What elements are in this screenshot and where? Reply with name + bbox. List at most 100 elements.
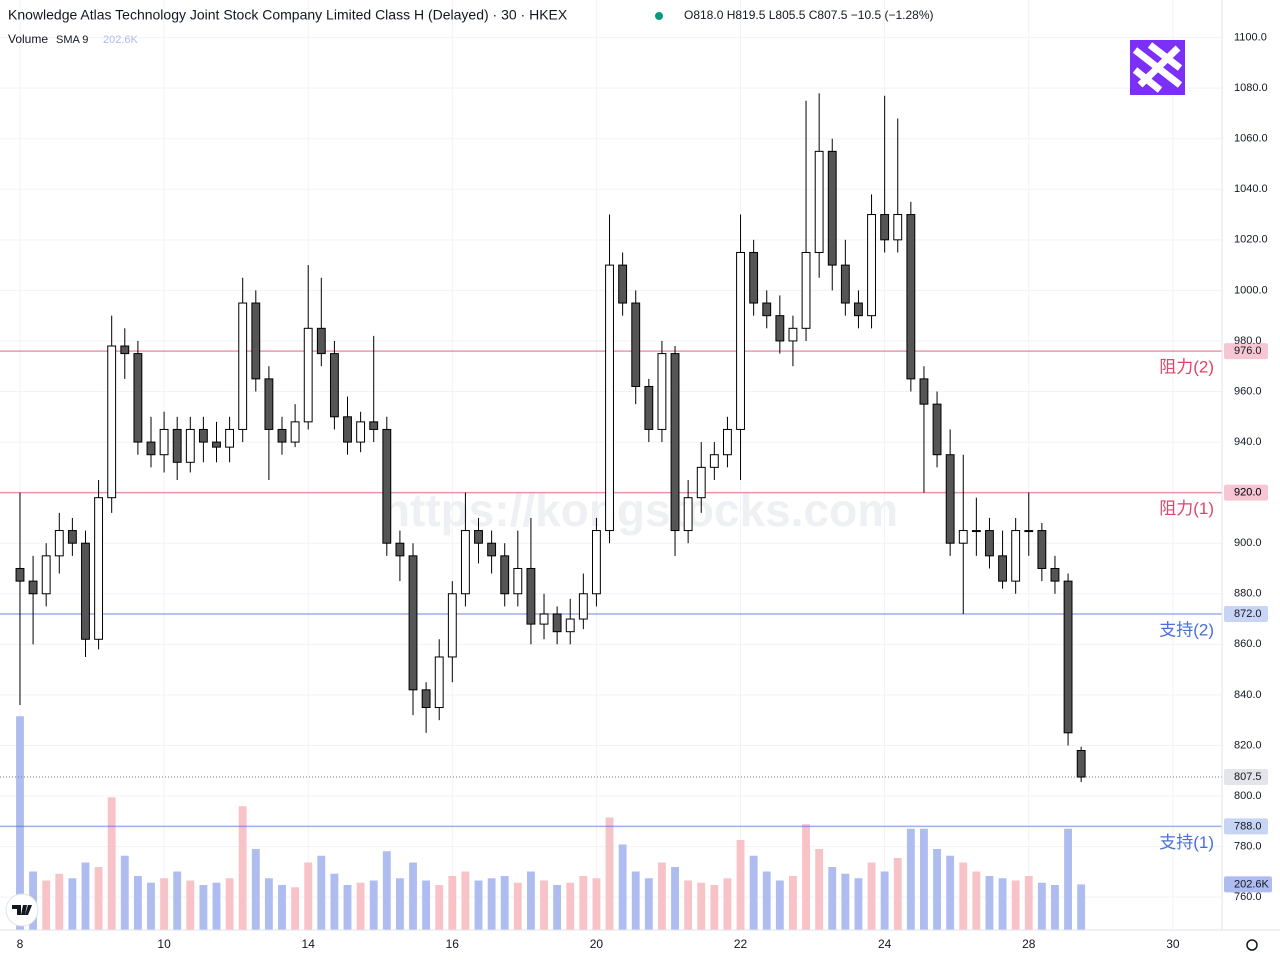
level-tag bbox=[1224, 484, 1268, 501]
volume-bar bbox=[697, 882, 706, 930]
candle-body bbox=[840, 264, 850, 304]
y-tick-label: 780.0 bbox=[1234, 840, 1262, 852]
x-tick-label: 14 bbox=[302, 937, 316, 951]
status-dot bbox=[655, 12, 663, 20]
volume-bar bbox=[212, 882, 221, 930]
tv-logo bbox=[5, 893, 39, 927]
volume-bar bbox=[1024, 876, 1033, 930]
volume-bar bbox=[618, 844, 627, 930]
y-tick-label: 800.0 bbox=[1234, 790, 1262, 802]
volume-bar bbox=[959, 862, 968, 930]
candle-body bbox=[382, 428, 392, 544]
candle-body bbox=[631, 302, 641, 387]
volume-bar bbox=[120, 855, 129, 930]
candle-body bbox=[1037, 530, 1047, 569]
volume-bar bbox=[867, 862, 876, 930]
volume-bar bbox=[893, 858, 902, 930]
x-tick-label: 10 bbox=[157, 937, 171, 951]
candle-body bbox=[762, 302, 772, 317]
y-tick-label: 860.0 bbox=[1234, 638, 1262, 650]
volume-bar bbox=[906, 828, 915, 930]
x-tick-label: 8 bbox=[17, 937, 24, 951]
volume-bar bbox=[762, 871, 771, 930]
volume-bar bbox=[920, 828, 928, 930]
candle-body bbox=[1024, 530, 1034, 533]
volume-bar bbox=[579, 876, 588, 930]
candle-body bbox=[893, 214, 903, 241]
gear[interactable] bbox=[1246, 939, 1258, 951]
candle-body bbox=[460, 530, 470, 595]
candle-body bbox=[670, 353, 680, 532]
candle-body bbox=[998, 555, 1007, 582]
candle-body bbox=[251, 302, 261, 380]
volume-bar bbox=[422, 880, 431, 930]
logo-mark bbox=[1132, 42, 1183, 93]
level-name: 阻力(1) bbox=[1159, 499, 1214, 518]
y-tick-label: 840.0 bbox=[1234, 689, 1262, 701]
x-tick-label: 28 bbox=[1022, 937, 1036, 951]
volume-bar bbox=[147, 882, 155, 930]
volume-bar bbox=[671, 867, 679, 930]
volume-bar bbox=[474, 880, 483, 930]
candle-body bbox=[81, 542, 90, 640]
volume-bar bbox=[107, 797, 116, 930]
candle-body bbox=[526, 567, 536, 625]
candle-body bbox=[120, 345, 130, 355]
legend-name: Volume bbox=[8, 32, 48, 46]
volume-bar bbox=[789, 876, 797, 930]
settings-icon[interactable] bbox=[1246, 939, 1258, 951]
y-tick-label: 940.0 bbox=[1234, 436, 1262, 448]
volume-bar bbox=[841, 873, 850, 930]
volume-bar bbox=[710, 885, 719, 930]
volume-bar bbox=[933, 849, 941, 930]
candle-body bbox=[487, 542, 497, 557]
candle-body bbox=[854, 302, 863, 317]
candle-body bbox=[225, 428, 235, 448]
level-name: 支持(1) bbox=[1159, 833, 1214, 852]
chart-title: Knowledge Atlas Technology Joint Stock C… bbox=[8, 7, 568, 23]
y-tick-label: 1000.0 bbox=[1234, 284, 1268, 296]
candle-body bbox=[356, 421, 366, 443]
candle-body bbox=[1050, 567, 1060, 582]
candle-body bbox=[696, 466, 706, 499]
candle-body bbox=[565, 618, 575, 633]
candle-body bbox=[329, 353, 339, 418]
y-tick-label: 1020.0 bbox=[1234, 234, 1268, 246]
volume-bar bbox=[644, 878, 653, 930]
candle-body bbox=[316, 327, 326, 355]
volume-bar bbox=[251, 849, 260, 930]
volume-bar bbox=[880, 871, 889, 930]
candle-body bbox=[500, 555, 510, 595]
candle-body bbox=[814, 150, 824, 253]
candle-body bbox=[1011, 530, 1021, 582]
candle-body bbox=[880, 214, 890, 241]
candle-body bbox=[133, 353, 143, 443]
volume-bar bbox=[133, 876, 142, 930]
volume-bar bbox=[998, 878, 1007, 930]
candle-body bbox=[801, 251, 811, 329]
volume-bar bbox=[736, 840, 745, 930]
candles bbox=[15, 93, 1086, 783]
candle-body bbox=[945, 454, 955, 544]
candle-body bbox=[369, 421, 379, 430]
x-tick-label: 16 bbox=[446, 937, 460, 951]
candle-body bbox=[827, 150, 837, 266]
y-tick-label: 880.0 bbox=[1234, 588, 1262, 600]
y-tick-label: 1100.0 bbox=[1234, 31, 1267, 43]
volume-bar bbox=[946, 855, 955, 930]
candle-body bbox=[447, 593, 457, 658]
y-tick-label: 820.0 bbox=[1234, 739, 1262, 751]
candle-body bbox=[513, 567, 523, 595]
volume-bar bbox=[225, 878, 234, 930]
volume-bar bbox=[356, 882, 365, 930]
volume-bar bbox=[382, 851, 391, 930]
level-tag-label: 976.0 bbox=[1234, 345, 1262, 357]
legend-value: 202.6K bbox=[103, 34, 139, 46]
y-tick-label: 1060.0 bbox=[1234, 133, 1268, 145]
candle-body bbox=[591, 530, 601, 595]
volume-bar bbox=[684, 880, 693, 930]
level-tag bbox=[1224, 605, 1268, 622]
candle-body bbox=[172, 428, 182, 463]
